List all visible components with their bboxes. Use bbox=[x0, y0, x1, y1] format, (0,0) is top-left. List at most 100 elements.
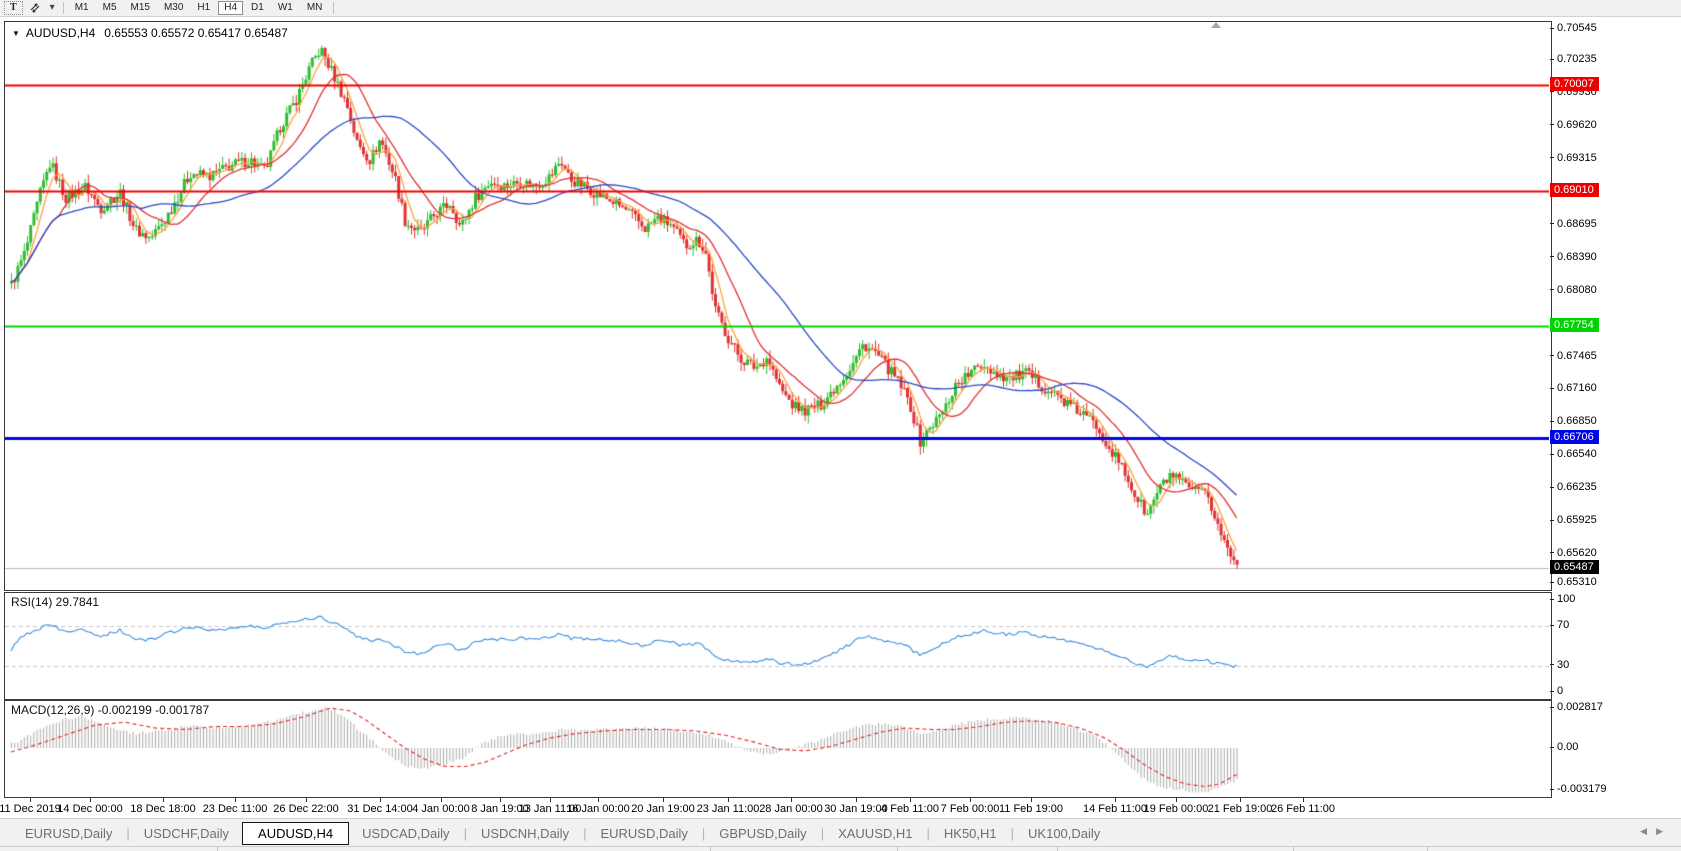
axis-tick-text: 0.70545 bbox=[1557, 22, 1597, 34]
axis-tick-text: 100 bbox=[1557, 593, 1576, 605]
chart-tab-usdcad-daily[interactable]: USDCAD,Daily bbox=[362, 825, 450, 841]
chart-tab-gbpusd-daily[interactable]: GBPUSD,Daily bbox=[719, 825, 807, 841]
timeframe-button-m5[interactable]: M5 bbox=[97, 1, 123, 15]
chart-tab-eurusd-daily[interactable]: EURUSD,Daily bbox=[25, 825, 113, 841]
chart-tab-bar: EURUSD,Daily | USDCHF,Daily AUDUSD,H4 USDCAD… bbox=[0, 818, 1681, 847]
chart-symbol-timeframe: AUDUSD,H4 bbox=[25, 26, 96, 40]
macd-axis[interactable]: 0.002817 0.00 -0.003179 bbox=[1550, 700, 1681, 796]
time-axis-tick-mark bbox=[1303, 798, 1304, 802]
axis-tick-text: 0.67160 bbox=[1557, 382, 1597, 395]
axis-tick-text: 0.70007 bbox=[1550, 76, 1599, 91]
chart-window: ▼ AUDUSD,H4 0.65553 0.65572 0.65417 0.65… bbox=[0, 16, 1681, 851]
time-axis-label: 8 Jan 19:00 bbox=[471, 803, 529, 815]
axis-tick-mark bbox=[1550, 58, 1554, 60]
axis-tick-text: 0.70235 bbox=[1557, 53, 1597, 66]
price-axis[interactable]: 0.70545 0.70235 0.69930 0.69620 0.69315 0.686… bbox=[1550, 21, 1681, 589]
axis-tick-mark bbox=[1550, 690, 1554, 692]
timeframe-button-w1[interactable]: W1 bbox=[272, 1, 299, 15]
axis-tick-mark bbox=[1550, 664, 1554, 666]
macd-axis-tick: 0.002817 bbox=[1550, 700, 1603, 714]
axis-tick-mark bbox=[1550, 223, 1554, 225]
status-bar-divider bbox=[897, 847, 898, 851]
price-pane: ▼ AUDUSD,H4 0.65553 0.65572 0.65417 0.65… bbox=[4, 21, 1552, 591]
price-axis-tick: 0.65620 bbox=[1550, 546, 1597, 560]
axis-tick-text: 0.002817 bbox=[1557, 701, 1603, 713]
price-axis-tick: 0.65310 bbox=[1550, 575, 1597, 589]
time-axis-label: 13 Jan 11:00 bbox=[518, 803, 582, 815]
macd-indicator-pane: MACD(12,26,9) -0.002199 -0.001787 bbox=[4, 700, 1552, 798]
axis-tick-mark bbox=[1550, 624, 1554, 626]
chart-tabs: EURUSD,Daily | USDCHF,Daily AUDUSD,H4 USDCAD… bbox=[12, 821, 1113, 845]
axis-tick-mark bbox=[1550, 706, 1554, 708]
time-axis-tick-mark bbox=[1115, 798, 1116, 802]
tab-separator: | bbox=[701, 825, 706, 841]
timeframe-button-mn[interactable]: MN bbox=[301, 1, 329, 15]
time-axis-label: 4 Feb 11:00 bbox=[881, 803, 939, 815]
price-chart-canvas[interactable] bbox=[5, 22, 1549, 588]
time-axis-tick-mark bbox=[910, 798, 911, 802]
timeframe-button-h1[interactable]: H1 bbox=[191, 1, 216, 15]
time-axis-label: 31 Dec 14:00 bbox=[347, 803, 413, 815]
rsi-indicator-pane: RSI(14) 29.7841 bbox=[4, 592, 1552, 700]
text-tool-button[interactable]: T bbox=[4, 1, 23, 15]
time-axis[interactable]: 11 Dec 2019 14 Dec 00:00 18 Dec 18:00 23 De… bbox=[0, 798, 1550, 816]
chart-tab-eurusd-daily[interactable]: EURUSD,Daily bbox=[600, 825, 688, 841]
time-axis-tick-mark bbox=[598, 798, 599, 802]
axis-tick-text: 0.69010 bbox=[1550, 183, 1599, 198]
time-axis-tick-mark bbox=[306, 798, 307, 802]
time-axis-tick-mark bbox=[380, 798, 381, 802]
timeframe-button-d1[interactable]: D1 bbox=[245, 1, 270, 15]
top-toolbar: T ▾ M1 M5 M15 M30 H1 H4 D1 W1 MN bbox=[0, 0, 1681, 17]
time-axis-label: 11 Dec 2019 bbox=[0, 803, 61, 815]
price-axis-tick: 0.69315 bbox=[1550, 151, 1597, 165]
axis-tick-text: 0.66235 bbox=[1557, 481, 1597, 494]
chart-tab-xauusd-h1[interactable]: XAUUSD,H1 bbox=[838, 825, 913, 841]
rsi-axis[interactable]: 100 70 30 0 bbox=[1550, 592, 1681, 698]
tab-scroll-left-button[interactable]: ◀ bbox=[1640, 826, 1648, 836]
chart-tab-usdcnh-daily[interactable]: USDCNH,Daily bbox=[480, 825, 570, 841]
tab-scroll-right-button[interactable]: ▶ bbox=[1656, 826, 1663, 836]
chart-tab-audusd-h4[interactable]: AUDUSD,H4 bbox=[242, 821, 350, 845]
time-axis-label: 19 Feb 00:00 bbox=[1143, 803, 1209, 815]
status-bar bbox=[0, 846, 1681, 851]
tool-dropdown-caret[interactable]: ▾ bbox=[47, 1, 58, 15]
price-axis-tick: 0.68390 bbox=[1550, 250, 1597, 264]
chart-tab-usdchf-daily[interactable]: USDCHF,Daily bbox=[143, 825, 230, 841]
chart-tab-uk100-daily[interactable]: UK100,Daily bbox=[1028, 825, 1101, 841]
timeframe-button-group: M1 M5 M15 M30 H1 H4 D1 W1 MN bbox=[69, 1, 329, 15]
price-axis-tick: 0.68080 bbox=[1550, 283, 1597, 297]
timeframe-button-h4[interactable]: H4 bbox=[218, 1, 244, 15]
price-axis-tick: 0.65925 bbox=[1550, 513, 1597, 527]
time-axis-tick-mark bbox=[1240, 798, 1241, 802]
chart-shift-marker[interactable] bbox=[1211, 22, 1221, 28]
cursor-arrows-tool-button[interactable] bbox=[23, 1, 47, 15]
axis-tick-text: 0.00 bbox=[1557, 741, 1579, 753]
macd-axis-tick: -0.003179 bbox=[1550, 782, 1607, 796]
collapse-triangle-icon[interactable]: ▼ bbox=[12, 28, 20, 38]
rsi-axis-tick: 0 bbox=[1550, 684, 1563, 698]
price-axis-tick: 0.68695 bbox=[1550, 217, 1597, 231]
axis-tick-text: -0.003179 bbox=[1557, 783, 1607, 795]
time-axis-tick-mark bbox=[970, 798, 971, 802]
current-price-label: 0.65487 bbox=[1550, 560, 1599, 575]
timeframe-button-m30[interactable]: M30 bbox=[158, 1, 189, 15]
axis-tick-mark bbox=[1550, 157, 1554, 159]
macd-chart-canvas[interactable] bbox=[5, 701, 1549, 795]
timeframe-button-m1[interactable]: M1 bbox=[69, 1, 95, 15]
chart-tab-hk50-h1[interactable]: HK50,H1 bbox=[943, 825, 997, 841]
price-axis-tick: 0.67465 bbox=[1550, 349, 1597, 363]
axis-tick-mark bbox=[1550, 27, 1554, 29]
price-axis-tick: 0.66850 bbox=[1550, 414, 1597, 428]
time-axis-tick-mark bbox=[856, 798, 857, 802]
axis-tick-mark bbox=[1550, 91, 1554, 93]
tab-separator: | bbox=[126, 825, 130, 841]
timeframe-button-m15[interactable]: M15 bbox=[125, 1, 156, 15]
tab-scroll-controls: ◀ ▶ bbox=[1640, 826, 1663, 837]
axis-tick-mark bbox=[1550, 552, 1554, 554]
time-axis-label: 28 Jan 00:00 bbox=[759, 803, 823, 815]
axis-tick-text: 0.66850 bbox=[1557, 415, 1597, 428]
rsi-chart-canvas[interactable] bbox=[5, 593, 1549, 697]
price-axis-tick: 0.66235 bbox=[1550, 480, 1597, 494]
time-axis-tick-mark bbox=[791, 798, 792, 802]
time-axis-tick-mark bbox=[90, 798, 91, 802]
